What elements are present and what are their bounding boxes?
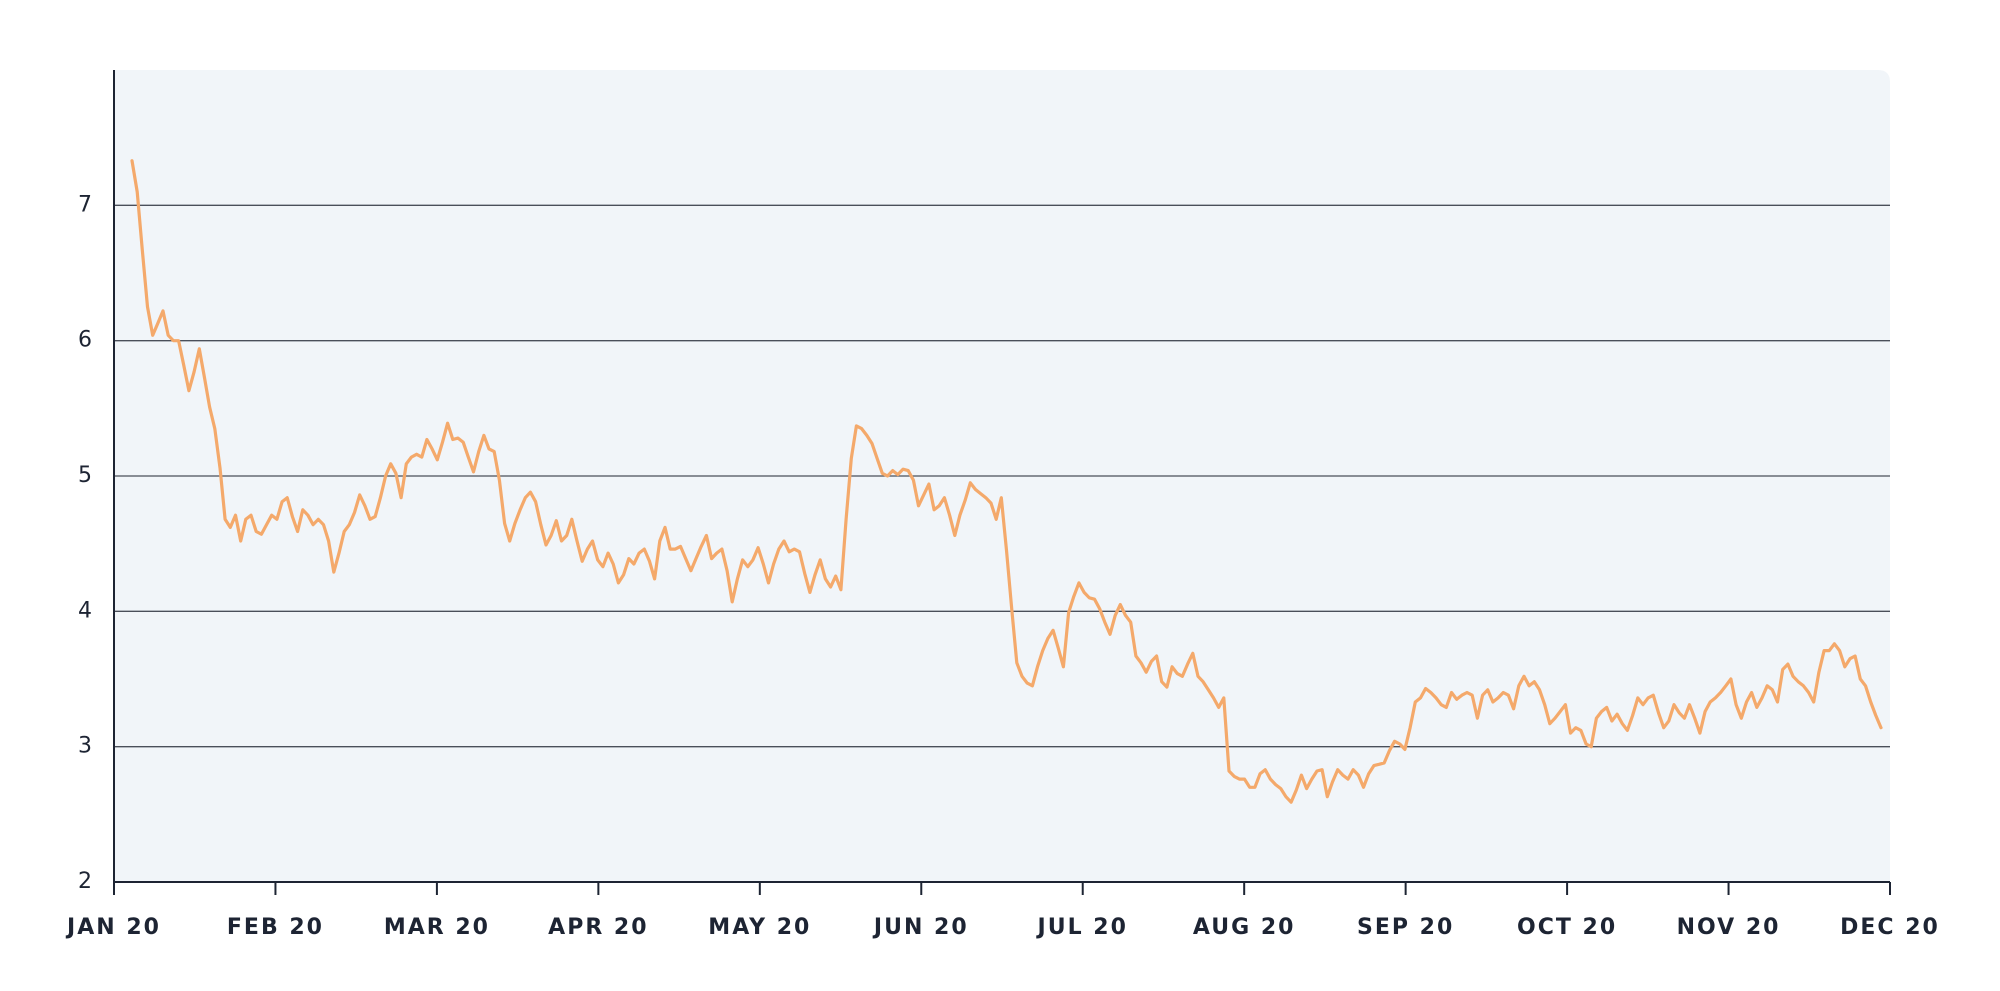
y-tick-label: 5 bbox=[78, 463, 92, 488]
x-tick-label: NOV 20 bbox=[1677, 915, 1781, 940]
y-tick-label: 2 bbox=[78, 869, 92, 894]
y-tick-label: 4 bbox=[78, 598, 92, 623]
y-tick-label: 7 bbox=[78, 192, 92, 217]
x-tick-label: APR 20 bbox=[548, 915, 648, 940]
x-tick-label: SEP 20 bbox=[1357, 915, 1454, 940]
data-line bbox=[130, 159, 1883, 804]
x-tick-label: JUL 20 bbox=[1036, 915, 1128, 940]
x-tick-label: OCT 20 bbox=[1517, 915, 1617, 940]
x-tick-label: MAY 20 bbox=[708, 915, 811, 940]
x-tick-label: JAN 20 bbox=[65, 915, 161, 940]
y-tick-label: 6 bbox=[78, 328, 92, 353]
x-tick-label: FEB 20 bbox=[227, 915, 324, 940]
x-tick-label: DEC 20 bbox=[1840, 915, 1940, 940]
x-tick-label: AUG 20 bbox=[1193, 915, 1296, 940]
x-tick-label: JUN 20 bbox=[872, 915, 969, 940]
y-tick-label: 3 bbox=[78, 734, 92, 759]
x-tick-label: MAR 20 bbox=[384, 915, 490, 940]
